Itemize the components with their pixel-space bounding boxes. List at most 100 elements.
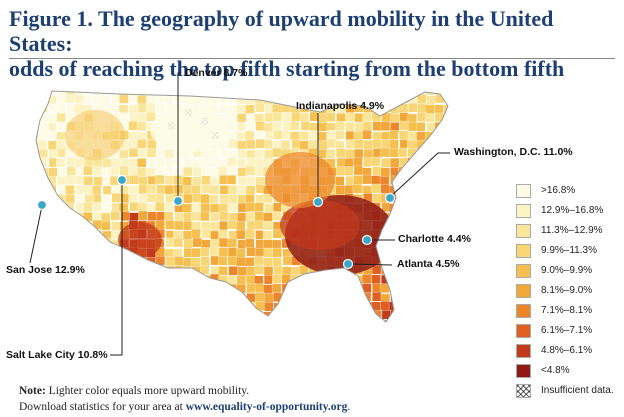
county-cell <box>407 91 418 95</box>
county-cell <box>344 166 354 176</box>
county-cell <box>228 138 238 149</box>
county-cell <box>255 139 265 149</box>
county-cell <box>245 212 255 222</box>
county-cell <box>336 300 347 311</box>
county-cell <box>454 113 463 122</box>
county-cell <box>102 318 112 322</box>
county-cell <box>399 211 410 221</box>
county-cell <box>389 175 400 186</box>
county-cell <box>362 174 372 185</box>
county-cell <box>353 165 364 176</box>
county-cell <box>39 129 49 140</box>
county-cell <box>254 265 264 275</box>
county-cell <box>48 292 58 303</box>
county-cell <box>416 274 426 284</box>
county-cell <box>83 212 93 222</box>
city-label-washington: Washington, D.C. 11.0% <box>454 146 573 158</box>
county-cell <box>452 103 461 112</box>
legend-item: 4.8%–6.1% <box>516 344 622 360</box>
county-cell <box>183 185 193 195</box>
county-cell <box>210 203 220 214</box>
legend-label: 12.9%–16.8% <box>541 205 604 216</box>
county-cell <box>245 202 256 212</box>
county-cell <box>201 275 211 285</box>
county-cell <box>118 91 129 95</box>
county-cell <box>190 257 201 267</box>
county-cell <box>47 284 58 294</box>
county-cell <box>91 185 102 195</box>
county-cell <box>228 91 238 95</box>
county-cell <box>407 221 418 231</box>
county-cell <box>226 157 237 167</box>
county-cell <box>236 293 246 304</box>
county-cell <box>317 300 328 311</box>
county-cell <box>361 274 372 284</box>
county-cell <box>453 203 462 212</box>
county-cell <box>407 176 417 186</box>
county-cell <box>390 122 400 132</box>
county-cell <box>56 248 66 258</box>
denver-marker <box>172 195 184 207</box>
county-cell <box>425 318 435 322</box>
title-line-1: Figure 1. The geography of upward mobili… <box>9 6 554 56</box>
county-cell <box>417 112 427 122</box>
county-cell <box>93 239 104 249</box>
county-cell <box>408 212 418 222</box>
county-cell <box>425 203 435 214</box>
county-cell <box>155 103 165 113</box>
county-cell <box>272 121 282 131</box>
county-cell <box>57 193 67 204</box>
county-cell <box>200 247 210 257</box>
county-cell <box>291 91 301 95</box>
county-cell <box>452 311 461 320</box>
county-cell <box>344 284 354 294</box>
washington-marker <box>384 192 396 204</box>
legend-swatch <box>516 324 531 338</box>
county-cell <box>191 193 202 203</box>
county-cell <box>84 238 95 248</box>
county-cell <box>65 238 75 248</box>
northwest-region <box>65 110 125 160</box>
equality-of-opportunity-link[interactable]: www.equality-of-opportunity.org <box>185 401 348 413</box>
county-cell <box>39 301 49 312</box>
county-cell <box>291 310 302 320</box>
county-cell <box>210 212 220 222</box>
county-cell <box>425 167 436 177</box>
county-cell <box>263 266 274 276</box>
county-cell <box>443 104 448 114</box>
county-cell <box>417 94 427 104</box>
county-cell <box>425 176 435 187</box>
county-cell <box>156 184 166 194</box>
county-cell <box>272 112 282 122</box>
county-cell <box>435 193 445 204</box>
city-label-salt-lake-city: Salt Lake City 10.8% <box>6 349 108 361</box>
county-cell <box>416 203 427 213</box>
county-cell <box>362 319 373 322</box>
legend-swatch <box>516 244 531 258</box>
county-cell <box>452 167 461 176</box>
county-cell <box>380 301 390 311</box>
washington-leader <box>389 152 450 198</box>
county-cell <box>200 91 210 95</box>
county-cell <box>443 211 448 221</box>
county-cell <box>271 283 282 294</box>
county-cell <box>255 301 265 311</box>
county-cell <box>201 284 211 294</box>
county-cell <box>102 158 112 169</box>
county-cell <box>183 166 193 177</box>
city-label-san-jose: San Jose 12.9% <box>6 264 85 276</box>
county-cell <box>254 255 264 266</box>
county-cell <box>218 229 228 240</box>
county-cell <box>389 248 399 258</box>
county-cell <box>111 158 121 168</box>
county-cell <box>101 291 112 302</box>
county-cell <box>236 91 247 96</box>
county-cell <box>146 167 156 177</box>
county-cell <box>218 266 228 276</box>
county-cell <box>353 175 363 185</box>
county-cell <box>390 330 399 339</box>
county-cell <box>298 293 309 303</box>
county-cell <box>182 91 192 96</box>
county-cell <box>48 320 58 322</box>
county-cell <box>326 91 336 96</box>
